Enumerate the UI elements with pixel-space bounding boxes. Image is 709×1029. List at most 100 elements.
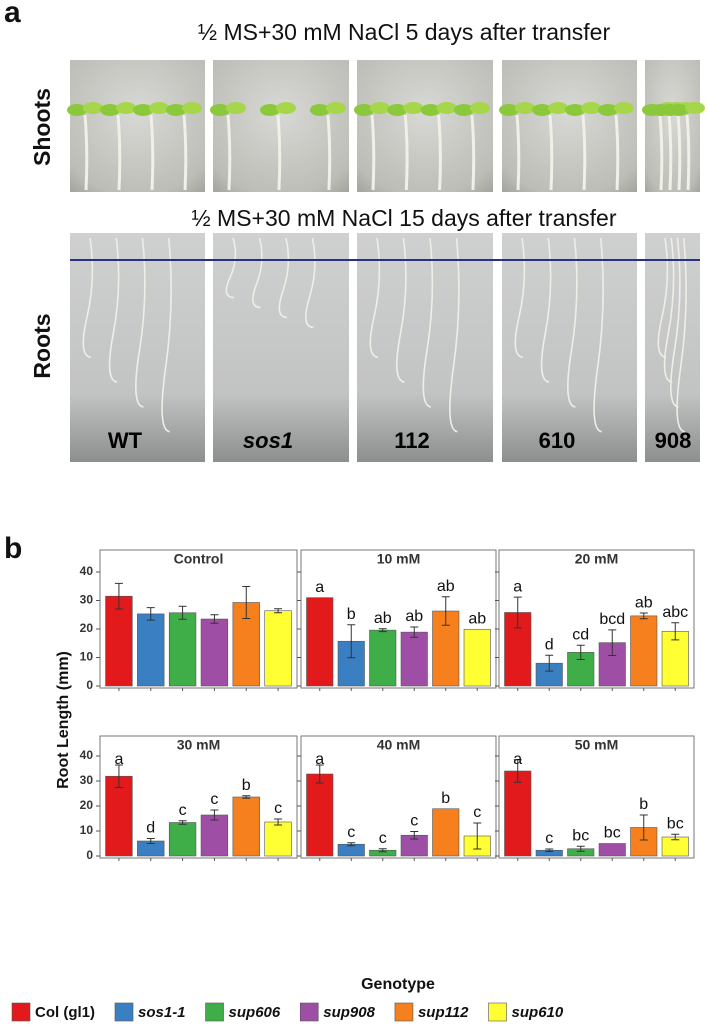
significance-letter: d (146, 820, 155, 837)
error-bar (274, 818, 283, 826)
bar (137, 613, 165, 687)
facet-frame (300, 549, 497, 689)
error-bar (347, 624, 356, 659)
seedling-leaf (133, 104, 153, 116)
seedling-leaf (548, 102, 568, 114)
significance-letter: a (315, 751, 324, 768)
error-bar (242, 795, 251, 799)
y-tick-label: 10 (80, 650, 94, 664)
roots-title: ½ MS+30 mM NaCl 15 days after transfer (191, 205, 616, 231)
seedling-leaf (210, 104, 230, 116)
seedling-stem (676, 114, 682, 191)
bar (463, 628, 491, 687)
seedling-leaf (354, 104, 374, 116)
significance-letter: a (513, 578, 522, 595)
root-photo (213, 233, 349, 462)
error-bar (378, 848, 387, 853)
error-bar (671, 833, 680, 841)
bar (432, 808, 460, 857)
seedling-leaf (515, 102, 535, 114)
root (567, 237, 578, 408)
bar (264, 821, 292, 857)
seedling-stem (667, 114, 673, 191)
legend-swatch (299, 1002, 319, 1022)
root (422, 237, 434, 408)
shoot-photo (357, 60, 493, 192)
seedling-stem (548, 114, 554, 191)
bar (168, 612, 197, 687)
y-tick-label: 30 (80, 773, 94, 787)
seedling-leaf (275, 102, 296, 114)
panel-label: a (4, 0, 21, 29)
error-bar (513, 759, 522, 783)
root (540, 237, 552, 383)
error-bar (378, 628, 387, 633)
legend-swatch (394, 1002, 414, 1022)
seedling-leaf (436, 102, 457, 114)
root (593, 237, 604, 433)
seedling-leaf (325, 102, 346, 114)
seedling-stem (658, 114, 664, 191)
significance-letter: bc (667, 815, 684, 832)
legend-swatch (205, 1002, 224, 1022)
bar (306, 597, 334, 687)
facet-frame (99, 735, 298, 859)
significance-letter: ab (468, 611, 486, 628)
error-bar (545, 654, 554, 672)
significance-letter: ab (405, 608, 423, 625)
significance-letter: c (545, 830, 553, 847)
error-bar (513, 596, 522, 629)
seedling-leaf (685, 102, 705, 114)
bar (661, 630, 689, 687)
error-bar (608, 629, 617, 657)
root-photo (645, 233, 700, 462)
facet-frame (99, 549, 298, 689)
bar (232, 602, 260, 687)
bar (105, 595, 133, 687)
error-bar (545, 848, 554, 852)
error-bar (441, 596, 450, 626)
seedling-leaf (226, 102, 246, 114)
legend-label: sup112 (418, 1004, 469, 1021)
seedling-stem (515, 114, 521, 191)
facet-title: 20 mM (575, 551, 619, 567)
y-tick-label: 10 (80, 823, 94, 837)
significance-letter: a (114, 751, 123, 768)
error-bar (347, 842, 356, 847)
facet-frame (300, 735, 497, 859)
photos: WT sos1 112 610 908 (67, 60, 705, 462)
y-tick-label: 0 (86, 678, 93, 692)
seedling-leaf (370, 102, 390, 114)
seedling-leaf (83, 102, 103, 114)
seedling-stem (83, 114, 89, 191)
root (676, 237, 687, 433)
bar (232, 796, 260, 857)
y-tick-label: 40 (80, 564, 94, 578)
seedling-leaf (309, 104, 330, 116)
error-bar (114, 764, 123, 788)
error-bar (178, 820, 187, 825)
seedling-leaf (532, 104, 552, 116)
significance-letter: c (179, 802, 187, 819)
shoot-photo (70, 60, 205, 192)
root (449, 237, 460, 433)
significance-letter: c (274, 800, 282, 817)
facet-title: Control (174, 551, 224, 567)
bar (306, 773, 334, 857)
root (396, 237, 407, 383)
root (670, 237, 681, 408)
error-bar (242, 586, 251, 619)
error-bar (146, 838, 155, 844)
genotype-label: 610 (539, 428, 576, 453)
seedling-leaf (614, 102, 634, 114)
legend-swatch (11, 1002, 31, 1022)
seedling-stem (149, 114, 155, 191)
legend-swatch (114, 1002, 134, 1022)
root (252, 237, 263, 309)
facet-frame (498, 735, 695, 859)
significance-letter: c (210, 791, 218, 808)
significance-letter: b (639, 796, 648, 813)
significance-letter: a (315, 579, 324, 596)
root (278, 237, 290, 319)
error-bar (274, 608, 283, 614)
